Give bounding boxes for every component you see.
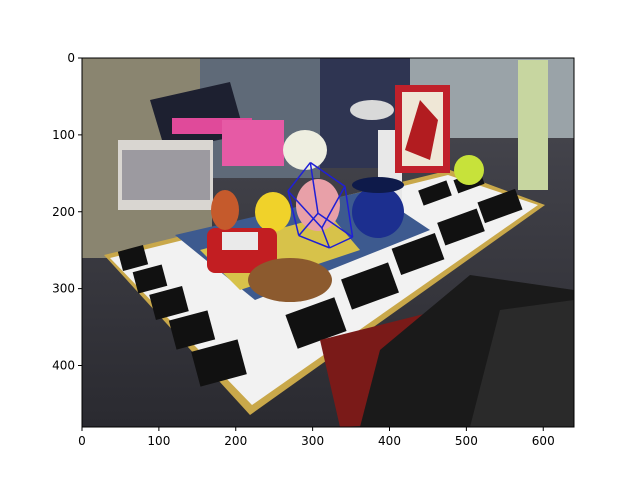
plot-frame: [81, 57, 575, 428]
photo-image: [82, 58, 574, 427]
wireframe-edge: [309, 162, 319, 214]
wireframe-edge: [344, 186, 354, 238]
wireframe-edge: [321, 186, 346, 229]
y-axis: 0 100 200 300 400: [52, 51, 82, 373]
wireframe-edge: [298, 212, 319, 237]
x-tick-label: 600: [532, 434, 555, 448]
x-axis: 0 100 200 300 400 500 600: [78, 427, 555, 448]
wireframe-edge: [287, 190, 300, 236]
x-tick-label: 500: [455, 434, 478, 448]
wireframe-edge: [317, 212, 354, 238]
wireframe-edge: [287, 162, 311, 192]
x-tick-label: 0: [78, 434, 86, 448]
x-tick-label: 100: [147, 434, 170, 448]
wireframe-edge: [309, 161, 346, 187]
y-tick-label: 300: [52, 282, 75, 296]
y-tick-label: 400: [52, 359, 75, 373]
x-tick-label: 200: [224, 434, 247, 448]
wireframe-edge: [287, 190, 323, 229]
wireframe-box: [287, 161, 354, 249]
y-tick-label: 200: [52, 205, 75, 219]
y-tick-label: 0: [67, 51, 75, 65]
wireframe-edge: [298, 234, 330, 249]
x-tick-label: 300: [301, 434, 324, 448]
wireframe-edge: [321, 227, 331, 249]
wireframe-edge: [329, 236, 353, 249]
x-tick-label: 400: [378, 434, 401, 448]
y-tick-label: 100: [52, 128, 75, 142]
